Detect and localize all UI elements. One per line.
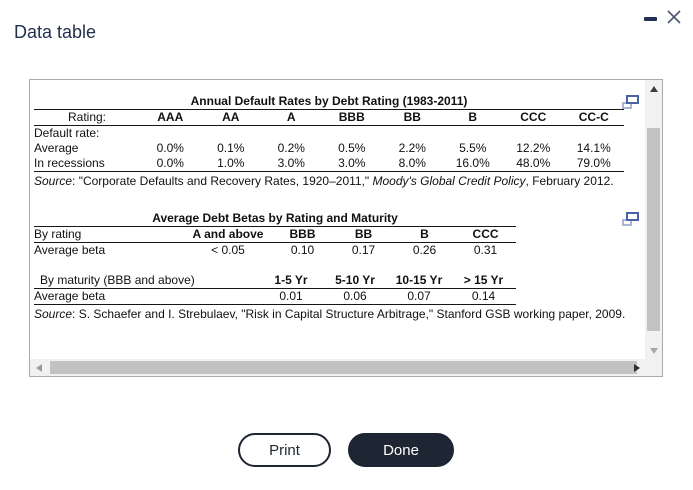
horizontal-scrollbar-thumb[interactable] bbox=[50, 361, 637, 374]
column-header: BBB bbox=[272, 226, 333, 243]
table-cell: < 0.05 bbox=[211, 243, 245, 257]
column-header: By rating bbox=[34, 226, 184, 243]
table-average-debt-betas: Average Debt Betas by Rating and Maturit… bbox=[34, 211, 641, 322]
close-icon[interactable] bbox=[665, 8, 683, 26]
column-header: BB bbox=[382, 109, 443, 126]
table-cell: 0.5% bbox=[338, 141, 366, 155]
popout-front-window bbox=[626, 95, 639, 104]
column-header: > 15 Yr bbox=[451, 273, 516, 289]
table-cell: 1.0% bbox=[200, 156, 261, 172]
table-annual-default-rates: Annual Default Rates by Debt Rating (198… bbox=[34, 94, 641, 189]
table-cell: 0.0% bbox=[156, 141, 184, 155]
table-cell: 0.06 bbox=[323, 288, 387, 305]
scroll-down-button[interactable] bbox=[645, 342, 662, 359]
source-text-part: , February 2012. bbox=[525, 174, 614, 188]
vertical-scrollbar-thumb[interactable] bbox=[647, 128, 660, 331]
column-header: B bbox=[442, 109, 503, 126]
horizontal-scrollbar[interactable] bbox=[30, 359, 645, 376]
column-header: 5-10 Yr bbox=[323, 273, 387, 289]
print-button[interactable]: Print bbox=[238, 433, 331, 467]
column-header: A and above bbox=[184, 226, 272, 243]
table-cell: 0.17 bbox=[351, 243, 376, 257]
popout-front-window bbox=[626, 212, 639, 221]
table-cell: 16.0% bbox=[442, 156, 503, 172]
triangle-left-icon bbox=[35, 363, 42, 372]
table-cell: 79.0% bbox=[563, 156, 624, 172]
table-cell: 0.10 bbox=[290, 243, 315, 257]
column-header: AA bbox=[200, 109, 261, 126]
table-title: Average Debt Betas by Rating and Maturit… bbox=[34, 211, 517, 227]
debt-betas-by-maturity-table: By maturity (BBB and above) 1-5 Yr 5-10 … bbox=[34, 273, 516, 305]
table-content: Annual Default Rates by Debt Rating (198… bbox=[30, 80, 645, 359]
row-label: Average beta bbox=[34, 288, 259, 305]
column-header: 10-15 Yr bbox=[387, 273, 451, 289]
row-label: In recessions bbox=[34, 156, 140, 172]
table-cell: 0.2% bbox=[277, 141, 305, 155]
dialog-title: Data table bbox=[14, 22, 97, 42]
triangle-down-icon bbox=[649, 347, 658, 354]
column-header: AAA bbox=[140, 109, 201, 126]
table-cell: 14.1% bbox=[576, 141, 611, 155]
popout-table-icon[interactable] bbox=[622, 212, 639, 226]
popout-table-icon[interactable] bbox=[622, 95, 639, 109]
triangle-right-icon bbox=[633, 363, 640, 372]
table-cell: 2.2% bbox=[398, 141, 426, 155]
column-header: 1-5 Yr bbox=[259, 273, 323, 289]
table-cell: 48.0% bbox=[503, 156, 564, 172]
table-spacer bbox=[34, 258, 641, 273]
row-label: Average bbox=[34, 141, 79, 155]
done-button[interactable]: Done bbox=[348, 433, 454, 467]
table-source: Source: S. Schaefer and I. Strebulaev, "… bbox=[34, 307, 632, 322]
table-cell: 0.0% bbox=[140, 156, 201, 172]
table-cell: 0.07 bbox=[387, 288, 451, 305]
scrollbar-corner bbox=[645, 359, 662, 376]
scroll-up-button[interactable] bbox=[645, 80, 662, 97]
column-header: BB bbox=[333, 226, 394, 243]
table-scroll-area: Annual Default Rates by Debt Rating (198… bbox=[29, 79, 663, 377]
column-header: B bbox=[394, 226, 455, 243]
column-header: CCC bbox=[503, 109, 564, 126]
section-label: Default rate: bbox=[34, 126, 100, 140]
table-source: Source: "Corporate Defaults and Recovery… bbox=[34, 174, 632, 189]
triangle-up-icon bbox=[649, 85, 658, 92]
column-header: Rating: bbox=[34, 109, 140, 126]
table-cell: 0.1% bbox=[217, 141, 245, 155]
minimize-icon[interactable] bbox=[644, 17, 657, 21]
table-cell: 0.14 bbox=[451, 288, 516, 305]
table-cell: 0.31 bbox=[473, 243, 498, 257]
source-text-part: Moody's Global Credit Policy bbox=[372, 174, 526, 188]
column-header: CCC bbox=[455, 226, 517, 243]
table-cell: 8.0% bbox=[382, 156, 443, 172]
table-cell: 3.0% bbox=[321, 156, 382, 172]
annual-default-rates-table: Annual Default Rates by Debt Rating (198… bbox=[34, 94, 624, 172]
table-title: Annual Default Rates by Debt Rating (198… bbox=[34, 94, 624, 110]
table-cell: 3.0% bbox=[261, 156, 322, 172]
column-header: A bbox=[261, 109, 322, 126]
column-header: By maturity (BBB and above) bbox=[34, 273, 259, 289]
table-cell: 12.2% bbox=[516, 141, 551, 155]
vertical-scrollbar[interactable] bbox=[645, 80, 662, 359]
source-text-part: Source bbox=[34, 307, 73, 321]
source-text-part: : S. Schaefer and I. Strebulaev, "Risk i… bbox=[72, 307, 626, 321]
scroll-right-button[interactable] bbox=[628, 359, 645, 376]
scroll-left-button[interactable] bbox=[30, 359, 47, 376]
table-cell: 0.01 bbox=[259, 288, 323, 305]
debt-betas-by-rating-table: Average Debt Betas by Rating and Maturit… bbox=[34, 211, 517, 258]
table-cell: 0.26 bbox=[412, 243, 437, 257]
table-cell: 5.5% bbox=[459, 141, 487, 155]
column-header: CC-C bbox=[563, 109, 624, 126]
source-text-part: : "Corporate Defaults and Recovery Rates… bbox=[72, 174, 373, 188]
row-label: Average beta bbox=[34, 243, 106, 257]
column-header: BBB bbox=[321, 109, 382, 126]
source-text-part: Source bbox=[34, 174, 73, 188]
